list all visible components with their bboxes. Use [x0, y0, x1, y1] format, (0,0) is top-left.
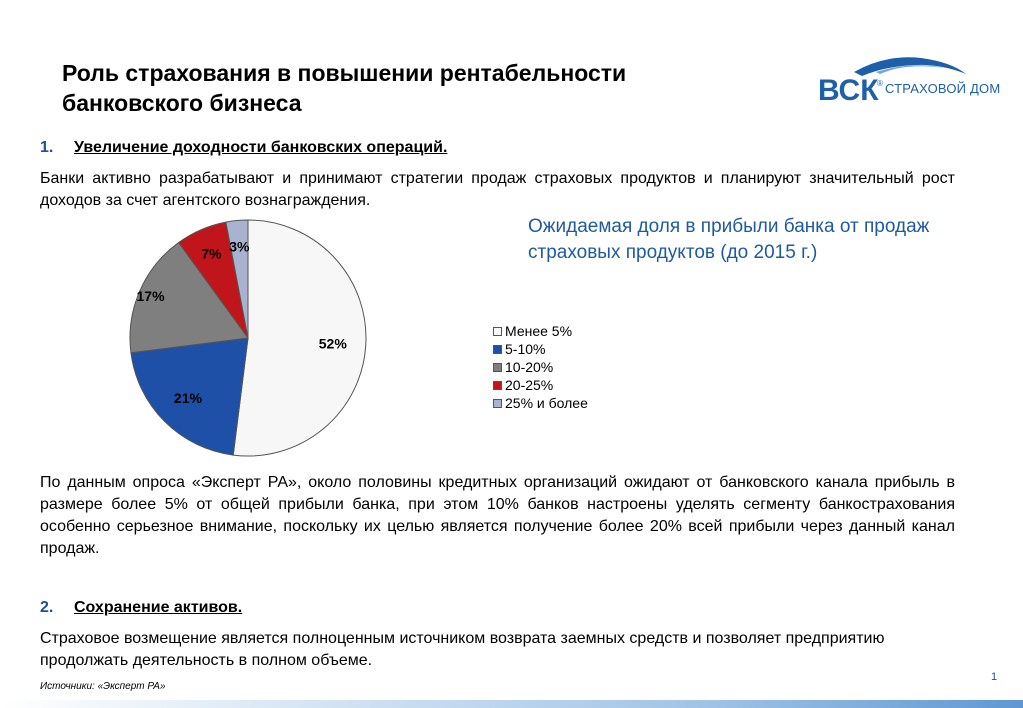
legend-item-4: 25% и более	[493, 394, 588, 412]
legend-item-0: Менее 5%	[493, 322, 588, 340]
page-title: Роль страхования в повышении рентабельно…	[62, 58, 782, 118]
pie-slice-2	[129, 241, 249, 354]
legend-label-3: 20-25%	[505, 377, 554, 393]
legend-item-3: 20-25%	[493, 376, 588, 394]
chart-legend: Менее 5% 5-10% 10-20% 20-25% 25% и более	[493, 322, 588, 412]
legend-swatch-4	[493, 398, 502, 408]
legend-label-4: 25% и более	[505, 395, 588, 411]
company-logo: ВСК ®	[816, 52, 986, 107]
section-2-text: Страховое возмещение является полноценны…	[40, 630, 885, 669]
section-1-heading: 1. Увеличение доходности банковских опера…	[40, 139, 447, 157]
pie-slice-4	[225, 219, 249, 339]
legend-label-1: 5-10%	[505, 341, 546, 357]
legend-label-0: Менее 5%	[505, 323, 573, 339]
section-1-number: 1.	[40, 139, 54, 156]
logo-brand: ВСК	[818, 74, 879, 104]
pie-chart: 52% 21% 17% 7% 3%	[129, 219, 367, 457]
chart-title: Ожидаемая доля в прибыли банка от продаж…	[528, 216, 930, 263]
legend-item-2: 10-20%	[493, 358, 588, 376]
logo-subtitle: СТРАХОВОЙ ДОМ	[885, 81, 1001, 96]
pie-slice-1	[130, 337, 249, 456]
paragraph-2: По данным опроса «Эксперт РА», около пол…	[40, 474, 955, 557]
pie-label-0: 52%	[319, 335, 348, 351]
section-1-text: Банки активно разрабатывают и принимают …	[40, 170, 955, 209]
legend-swatch-3	[493, 380, 502, 390]
logo-roof-icon: ВСК ®	[818, 57, 966, 107]
legend-swatch-1	[493, 344, 502, 354]
pie-label-4: 3%	[229, 238, 250, 254]
section-1-title: Увеличение доходности банковских операци…	[74, 139, 448, 156]
page-number: 1	[991, 671, 998, 683]
pie-label-1: 21%	[174, 390, 203, 406]
title-line-2: банковского бизнеса	[62, 90, 302, 116]
pie-slice-0	[232, 219, 367, 457]
pie-label-2: 17%	[137, 288, 166, 304]
legend-swatch-0	[493, 326, 502, 336]
logo-registered-mark: ®	[877, 79, 883, 88]
footer-bar	[0, 700, 1023, 708]
section-2-number: 2.	[40, 599, 54, 616]
legend-swatch-2	[493, 362, 502, 372]
title-line-1: Роль страхования в повышении рентабельно…	[62, 60, 627, 86]
source-note: Источники: «Эксперт РА»	[40, 681, 166, 692]
legend-label-2: 10-20%	[505, 359, 554, 375]
section-2-title: Сохранение активов.	[74, 599, 243, 616]
legend-item-1: 5-10%	[493, 340, 588, 358]
section-2-heading: 2. Сохранение активов.	[40, 599, 242, 617]
pie-label-3: 7%	[201, 246, 222, 262]
